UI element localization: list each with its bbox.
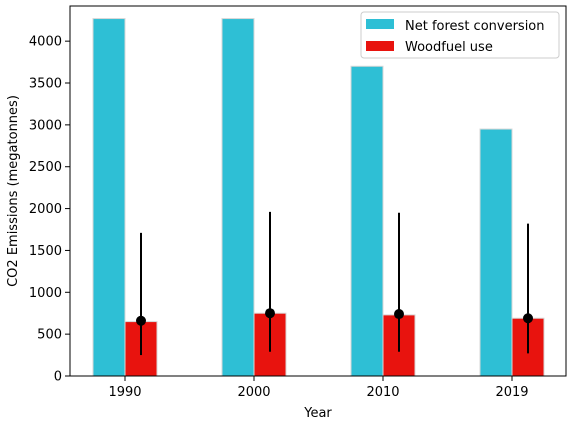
x-axis-label: Year bbox=[303, 406, 332, 421]
legend-label-woodfuel-use: Woodfuel use bbox=[405, 40, 493, 55]
point-estimate-2019 bbox=[523, 313, 533, 324]
y-tick-label-1000: 1000 bbox=[29, 286, 62, 301]
y-tick-label-4000: 4000 bbox=[29, 35, 62, 50]
net-forest-conversion-bars bbox=[92, 18, 513, 377]
x-axis: 1990 2000 2010 2019 bbox=[108, 376, 529, 400]
x-tick-label-2019: 2019 bbox=[495, 385, 528, 400]
bar-net-forest-conversion-1990 bbox=[92, 18, 126, 377]
y-tick-label-0: 0 bbox=[54, 370, 62, 385]
bar-net-forest-conversion-2000 bbox=[221, 18, 255, 377]
y-tick-label-3000: 3000 bbox=[29, 118, 62, 133]
legend-box bbox=[360, 11, 560, 59]
y-tick-label-2000: 2000 bbox=[29, 202, 62, 217]
legend: Net forest conversion Woodfuel use bbox=[360, 11, 560, 59]
y-tick-label-2500: 2500 bbox=[29, 160, 62, 175]
bar-net-forest-conversion-2010 bbox=[350, 65, 384, 377]
legend-label-net-forest-conversion: Net forest conversion bbox=[405, 19, 545, 34]
point-estimate-2000 bbox=[265, 308, 275, 319]
point-estimate-1990 bbox=[136, 315, 146, 326]
x-tick-label-2010: 2010 bbox=[366, 385, 399, 400]
y-tick-label-1500: 1500 bbox=[29, 244, 62, 259]
y-axis: 0 500 1000 1500 2000 2500 3000 3500 4000 bbox=[29, 35, 70, 385]
y-axis-label: CO2 Emissions (megatonnes) bbox=[6, 95, 21, 287]
y-tick-label-3500: 3500 bbox=[29, 77, 62, 92]
woodfuel-error-bars bbox=[136, 211, 533, 356]
plot-frame bbox=[69, 5, 567, 377]
legend-swatch-woodfuel-use bbox=[366, 41, 394, 51]
x-tick-label-1990: 1990 bbox=[108, 385, 141, 400]
bar-net-forest-conversion-2019 bbox=[479, 128, 513, 377]
x-tick-label-2000: 2000 bbox=[237, 385, 270, 400]
legend-swatch-net-forest-conversion bbox=[366, 19, 394, 29]
point-estimate-2010 bbox=[394, 309, 404, 320]
y-tick-label-500: 500 bbox=[37, 328, 62, 343]
